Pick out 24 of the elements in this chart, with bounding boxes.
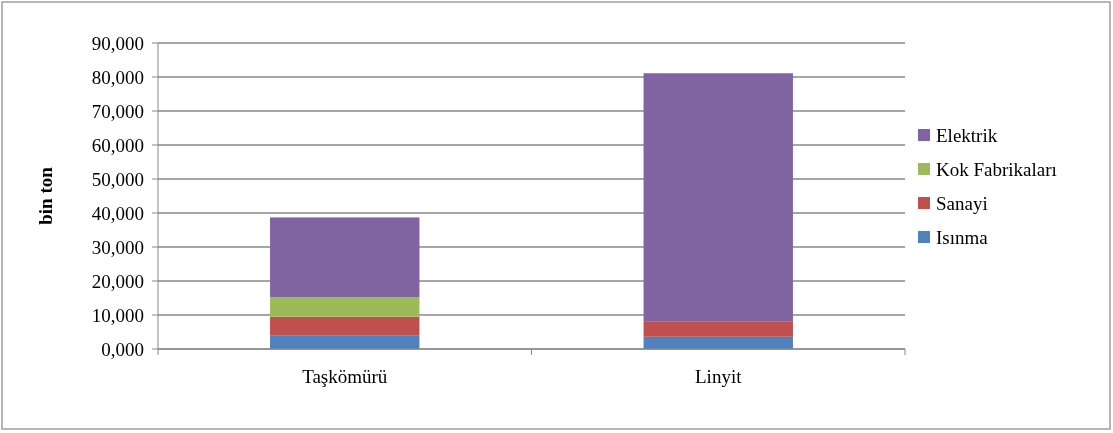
y-tick-label: 10,000 — [91, 304, 144, 326]
legend-label: Sanayi — [936, 192, 988, 214]
bar — [270, 335, 420, 349]
bar — [643, 336, 793, 349]
y-tick-label: 80,000 — [91, 66, 144, 88]
y-tick-label: 90,000 — [91, 32, 144, 54]
y-tick-label: 50,000 — [91, 168, 144, 190]
bar — [270, 217, 420, 297]
y-tick-label: 40,000 — [91, 202, 144, 224]
y-tick-label: 20,000 — [91, 270, 144, 292]
y-tick-label: 0,000 — [101, 338, 144, 360]
x-tick-label: Taşkömürü — [302, 366, 388, 387]
x-tick-label: Linyit — [695, 366, 743, 387]
bar — [270, 296, 420, 317]
legend-label: Kok Fabrikaları — [936, 158, 1057, 180]
legend-label: Elektrik — [936, 124, 998, 146]
y-tick-label: 60,000 — [91, 134, 144, 156]
y-tick-label: 70,000 — [91, 100, 144, 122]
y-axis-title: bin ton — [35, 166, 56, 225]
y-tick-label: 30,000 — [91, 236, 144, 258]
legend-label: Isınma — [936, 226, 989, 248]
bar — [270, 316, 420, 336]
bar — [643, 73, 793, 322]
bar — [643, 321, 793, 337]
